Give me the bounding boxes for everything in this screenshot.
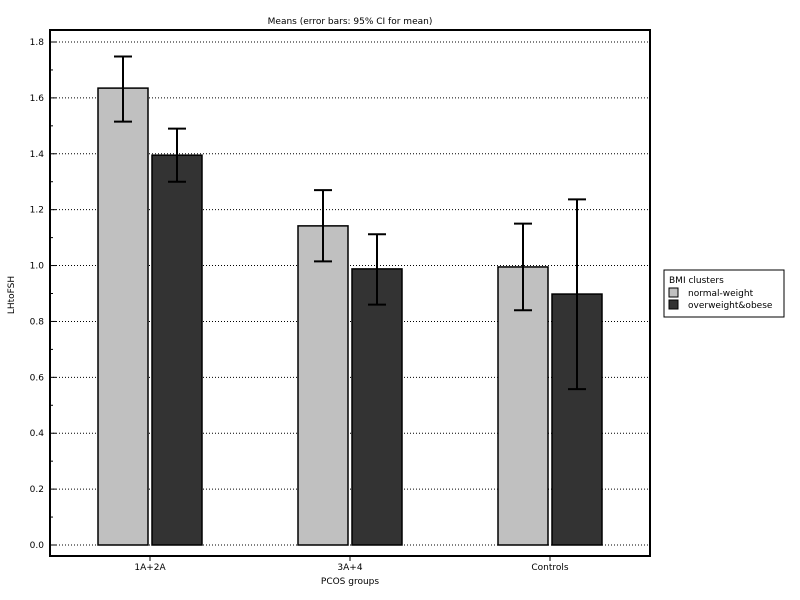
- x-tick-label: 1A+2A: [134, 563, 166, 573]
- legend-label-overweight-obese: overweight&obese: [688, 301, 773, 311]
- bar: [151, 154, 203, 546]
- bar: [97, 87, 149, 546]
- y-tick-label: 0.6: [30, 373, 45, 383]
- legend-swatch-normal-weight: [668, 287, 679, 298]
- bar: [351, 268, 403, 546]
- x-axis: 1A+2A 3A+4 Controls: [134, 556, 569, 573]
- bar: [497, 266, 549, 546]
- legend-label-normal-weight: normal-weight: [688, 289, 754, 299]
- bar: [297, 225, 349, 546]
- y-axis-title: LHtoFSH: [7, 276, 17, 314]
- x-tick-label: 3A+4: [337, 563, 362, 573]
- y-tick-label: 1.0: [30, 262, 45, 272]
- y-tick-label: 1.2: [30, 206, 44, 216]
- chart-title: Means (error bars: 95% CI for mean): [268, 17, 433, 27]
- bars: [97, 55, 603, 546]
- y-tick-label: 0.8: [30, 317, 45, 327]
- legend-swatch-overweight-obese: [668, 299, 679, 310]
- y-tick-label: 0.0: [30, 541, 45, 551]
- y-axis: 0.0 0.2 0.4 0.6 0.8 1.0 1.2 1.4 1.6 1.8: [30, 38, 56, 551]
- y-tick-label: 0.4: [30, 429, 45, 439]
- legend-title: BMI clusters: [669, 276, 724, 286]
- grid: [50, 41, 650, 546]
- x-axis-title: PCOS groups: [321, 577, 380, 587]
- x-tick-label: Controls: [531, 563, 569, 573]
- y-tick-label: 1.4: [30, 150, 45, 160]
- y-tick-label: 0.2: [30, 485, 44, 495]
- legend-box: [663, 269, 785, 318]
- y-tick-label: 1.8: [30, 38, 45, 48]
- y-tick-label: 1.6: [30, 94, 45, 104]
- legend: BMI clusters normal-weight overweight&ob…: [663, 269, 785, 318]
